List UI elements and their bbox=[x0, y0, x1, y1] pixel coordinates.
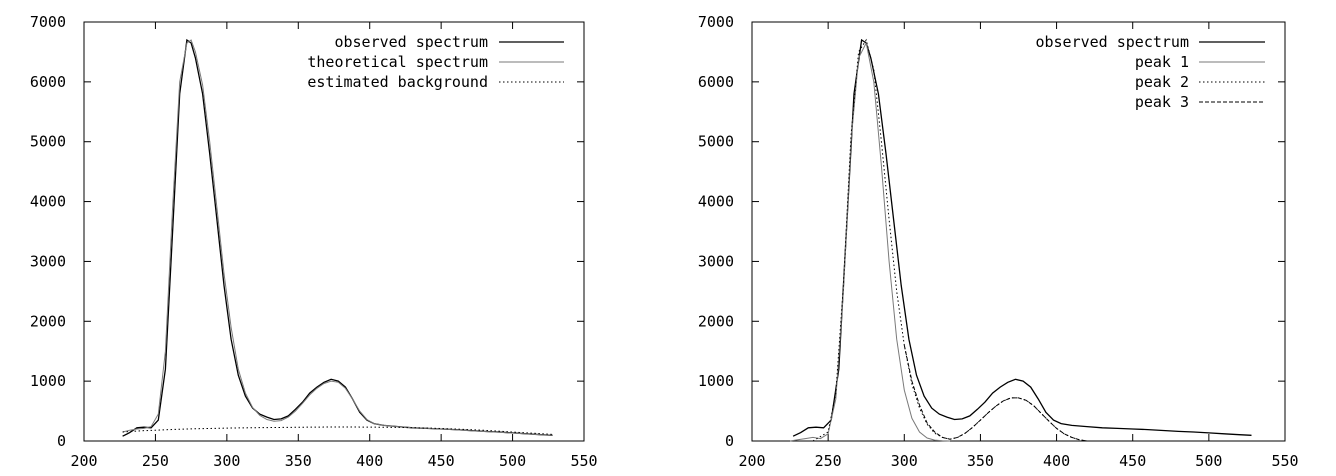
y-tick-label: 6000 bbox=[698, 73, 734, 91]
legend-label: peak 2 bbox=[1135, 73, 1189, 91]
y-tick-label: 7000 bbox=[30, 13, 66, 31]
x-tick-label: 250 bbox=[142, 452, 169, 470]
x-tick-label: 200 bbox=[738, 452, 765, 470]
y-tick-label: 0 bbox=[725, 432, 734, 450]
chart-panel-1: 0 1000 2000 3000 4000 5000 6000 7000 200 250 300 35… bbox=[30, 13, 598, 470]
y-tick-label: 2000 bbox=[30, 312, 66, 330]
x-tick-label: 400 bbox=[1043, 452, 1070, 470]
x-tick-label: 400 bbox=[356, 452, 383, 470]
x-tick-label: 200 bbox=[70, 452, 97, 470]
x-tick-label: 300 bbox=[213, 452, 240, 470]
y-tick-label: 6000 bbox=[30, 73, 66, 91]
series-line-2 bbox=[790, 41, 951, 442]
x-tick-label: 500 bbox=[499, 452, 526, 470]
legend-label: theoretical spectrum bbox=[307, 53, 488, 71]
y-tick-label: 1000 bbox=[698, 372, 734, 390]
series-line-1 bbox=[792, 38, 1252, 437]
plot-frame bbox=[83, 21, 585, 442]
y-tick-label: 5000 bbox=[30, 133, 66, 151]
series-line-1 bbox=[122, 38, 553, 437]
x-tick-label: 300 bbox=[891, 452, 918, 470]
legend-label: peak 1 bbox=[1135, 53, 1189, 71]
x-tick-label: 250 bbox=[815, 452, 842, 470]
series-line-4 bbox=[903, 345, 1088, 442]
y-tick-label: 2000 bbox=[698, 312, 734, 330]
y-tick-label: 3000 bbox=[698, 252, 734, 270]
chart-panel-2: 0 1000 2000 3000 4000 5000 6000 7000 200 250 300 35… bbox=[698, 13, 1299, 470]
x-tick-label: 350 bbox=[285, 452, 312, 470]
x-tick-label: 350 bbox=[967, 452, 994, 470]
y-tick-label: 4000 bbox=[30, 193, 66, 211]
y-tick-label: 3000 bbox=[30, 252, 66, 270]
x-tick-label: 550 bbox=[1271, 452, 1298, 470]
legend-label: estimated background bbox=[307, 73, 488, 91]
x-tick-label: 500 bbox=[1195, 452, 1222, 470]
x-tick-label: 450 bbox=[428, 452, 455, 470]
y-tick-label: 7000 bbox=[698, 13, 734, 31]
y-tick-label: 1000 bbox=[30, 372, 66, 390]
y-tick-label: 0 bbox=[57, 432, 66, 450]
x-tick-label: 450 bbox=[1119, 452, 1146, 470]
legend-label: peak 3 bbox=[1135, 93, 1189, 111]
legend-label: observed spectrum bbox=[1035, 33, 1189, 51]
y-tick-label: 4000 bbox=[698, 193, 734, 211]
plot-frame bbox=[751, 21, 1286, 442]
x-tick-label: 550 bbox=[570, 452, 597, 470]
series-line-3 bbox=[122, 426, 553, 435]
legend-label: observed spectrum bbox=[334, 33, 488, 51]
series-line-2 bbox=[122, 39, 553, 436]
y-tick-label: 5000 bbox=[698, 133, 734, 151]
